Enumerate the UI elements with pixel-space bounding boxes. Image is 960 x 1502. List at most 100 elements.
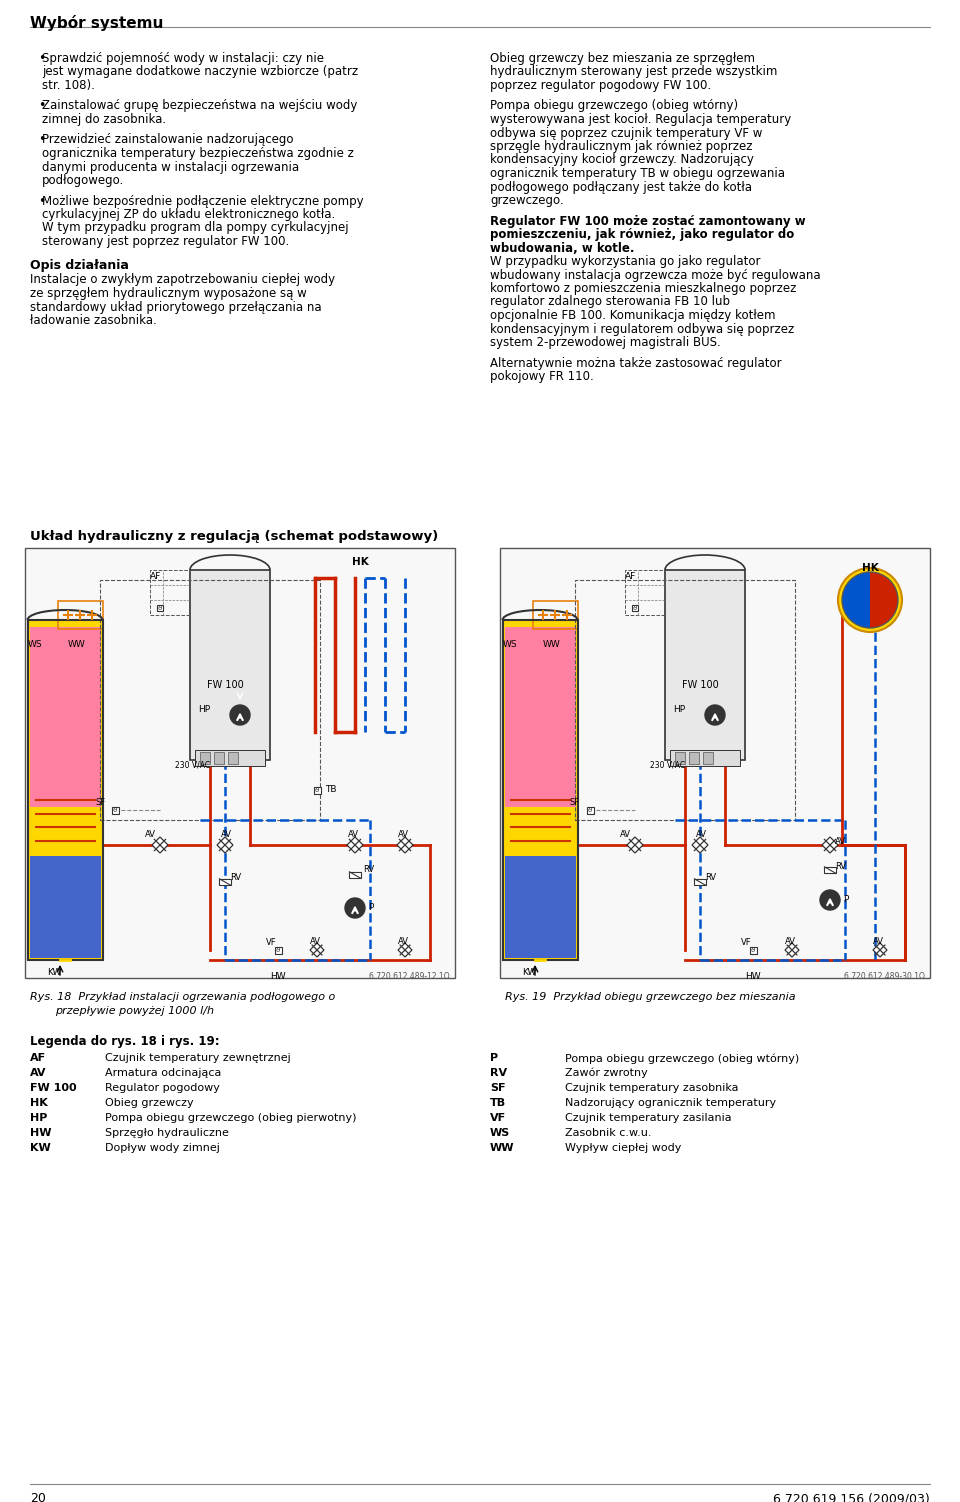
Text: podłogowego podłączany jest także do kotła: podłogowego podłączany jest także do kot… <box>490 180 752 194</box>
Bar <box>100 580 320 820</box>
Bar <box>689 753 699 765</box>
Text: cyrkulacyjnej ZP do układu elektronicznego kotła.: cyrkulacyjnej ZP do układu elektroniczne… <box>42 207 335 221</box>
Text: standardowy układ priorytowego przełączania na: standardowy układ priorytowego przełącza… <box>30 300 322 314</box>
Bar <box>675 753 685 765</box>
Text: Czujnik temperatury zasobnika: Czujnik temperatury zasobnika <box>565 1083 738 1093</box>
Text: ϑ: ϑ <box>113 807 117 813</box>
Text: AV: AV <box>310 937 321 946</box>
Text: Sprzęgło hydrauliczne: Sprzęgło hydrauliczne <box>105 1128 228 1139</box>
Text: Obieg grzewczy: Obieg grzewczy <box>105 1098 194 1108</box>
Text: KW: KW <box>522 967 537 976</box>
Bar <box>505 856 575 958</box>
Text: 6 720 612 489-30.1O: 6 720 612 489-30.1O <box>844 972 925 981</box>
Text: ϑ: ϑ <box>588 807 592 813</box>
Text: RV: RV <box>835 862 846 871</box>
Bar <box>587 807 593 814</box>
Text: AV: AV <box>620 831 631 840</box>
Text: RV: RV <box>490 1068 507 1078</box>
Bar <box>349 871 361 879</box>
Text: Dopływ wody zimnej: Dopływ wody zimnej <box>105 1143 220 1154</box>
Text: Alternatywnie można także zastosować regulator: Alternatywnie można także zastosować reg… <box>490 356 781 369</box>
Bar <box>214 753 224 765</box>
Text: HW: HW <box>745 972 761 981</box>
Polygon shape <box>785 943 799 957</box>
Text: Rys. 18  Przykład instalacji ogrzewania podłogowego o: Rys. 18 Przykład instalacji ogrzewania p… <box>30 991 335 1002</box>
Text: AV: AV <box>221 831 232 840</box>
Polygon shape <box>398 943 412 957</box>
Text: SF: SF <box>95 798 106 807</box>
Text: RV: RV <box>230 873 241 882</box>
Text: system 2-przewodowej magistrali BUS.: system 2-przewodowej magistrali BUS. <box>490 336 721 348</box>
Bar <box>190 569 270 760</box>
Text: Instalacje o zwykłym zapotrzebowaniu ciepłej wody: Instalacje o zwykłym zapotrzebowaniu cie… <box>30 273 335 287</box>
Text: P: P <box>843 895 849 904</box>
Text: AV: AV <box>398 937 409 946</box>
Bar <box>625 569 665 614</box>
Text: Pompa obiegu grzewczego (obieg wtórny): Pompa obiegu grzewczego (obieg wtórny) <box>565 1053 800 1063</box>
Text: Wypływ ciepłej wody: Wypływ ciepłej wody <box>565 1143 682 1154</box>
Text: WW: WW <box>68 640 85 649</box>
Text: jest wymagane dodatkowe naczynie wzbiorcze (patrz: jest wymagane dodatkowe naczynie wzbiorc… <box>42 66 358 78</box>
Text: P: P <box>368 904 373 913</box>
Bar <box>825 867 835 873</box>
Text: WS: WS <box>503 640 517 649</box>
Text: WW: WW <box>490 1143 515 1154</box>
Bar <box>275 946 281 954</box>
Text: Regulator pogodowy: Regulator pogodowy <box>105 1083 220 1093</box>
Bar <box>220 879 230 885</box>
Polygon shape <box>692 837 708 853</box>
Text: 230 V/AC: 230 V/AC <box>650 760 685 769</box>
Bar <box>670 749 740 766</box>
Text: RV: RV <box>705 873 716 882</box>
Text: kondensacyjny kocioł grzewczy. Nadzorujący: kondensacyjny kocioł grzewczy. Nadzorują… <box>490 153 754 167</box>
Bar <box>533 601 578 629</box>
Text: Rys. 19  Przykład obiegu grzewczego bez mieszania: Rys. 19 Przykład obiegu grzewczego bez m… <box>505 991 796 1002</box>
Circle shape <box>230 704 250 725</box>
Text: FW 100: FW 100 <box>206 680 244 689</box>
Text: AF: AF <box>150 572 161 581</box>
Text: HW: HW <box>270 972 286 981</box>
Text: wbudowany instalacja ogrzewcza może być regulowana: wbudowany instalacja ogrzewcza może być … <box>490 269 821 281</box>
Bar <box>30 626 101 807</box>
Text: AV: AV <box>348 831 359 840</box>
Text: HK: HK <box>30 1098 48 1108</box>
Bar <box>694 879 706 885</box>
Text: W tym przypadku program dla pompy cyrkulacyjnej: W tym przypadku program dla pompy cyrkul… <box>42 221 348 234</box>
Text: poprzez regulator pogodowy FW 100.: poprzez regulator pogodowy FW 100. <box>490 80 711 92</box>
Text: Czujnik temperatury zewnętrznej: Czujnik temperatury zewnętrznej <box>105 1053 291 1063</box>
Text: sterowany jest poprzez regulator FW 100.: sterowany jest poprzez regulator FW 100. <box>42 234 289 248</box>
Wedge shape <box>842 572 870 628</box>
Text: ogranicznika temperatury bezpieczeństwa zgodnie z: ogranicznika temperatury bezpieczeństwa … <box>42 147 354 161</box>
Text: WW: WW <box>543 640 561 649</box>
Text: ϑ: ϑ <box>315 787 319 793</box>
Text: ładowanie zasobnika.: ładowanie zasobnika. <box>30 314 156 327</box>
Bar <box>314 787 321 793</box>
Text: kondensacyjnym i regulatorem odbywa się poprzez: kondensacyjnym i regulatorem odbywa się … <box>490 323 794 335</box>
Text: Zainstalować grupę bezpieczeństwa na wejściu wody: Zainstalować grupę bezpieczeństwa na wej… <box>42 99 357 113</box>
Polygon shape <box>822 837 838 853</box>
Text: AV: AV <box>145 831 156 840</box>
Bar <box>58 601 103 629</box>
Text: wysterowywana jest kocioł. Regulacja temperatury: wysterowywana jest kocioł. Regulacja tem… <box>490 113 791 126</box>
Text: RV: RV <box>363 865 374 874</box>
Text: opcjonalnie FB 100. Komunikacja między kotłem: opcjonalnie FB 100. Komunikacja między k… <box>490 309 776 321</box>
Bar <box>150 569 190 614</box>
Text: •: • <box>38 134 45 147</box>
Bar <box>665 569 745 760</box>
Text: TB: TB <box>490 1098 506 1108</box>
Circle shape <box>705 704 725 725</box>
Text: HK: HK <box>862 563 878 572</box>
Text: Układ hydrauliczny z regulacją (schemat podstawowy): Układ hydrauliczny z regulacją (schemat … <box>30 530 439 544</box>
Circle shape <box>820 891 840 910</box>
Text: AV: AV <box>398 831 409 840</box>
Text: Opis działania: Opis działania <box>30 258 129 272</box>
Text: Legenda do rys. 18 i rys. 19:: Legenda do rys. 18 i rys. 19: <box>30 1035 220 1048</box>
Text: ze sprzęgłem hydraulicznym wyposażone są w: ze sprzęgłem hydraulicznym wyposażone są… <box>30 287 307 300</box>
Text: P: P <box>490 1053 498 1063</box>
Text: Nadzorujący ogranicznik temperatury: Nadzorujący ogranicznik temperatury <box>565 1098 776 1108</box>
Bar <box>575 580 795 820</box>
Polygon shape <box>347 837 363 853</box>
Text: KW: KW <box>47 967 61 976</box>
Text: sprzęgle hydraulicznym jak również poprzez: sprzęgle hydraulicznym jak również poprz… <box>490 140 753 153</box>
Text: VF: VF <box>266 939 276 946</box>
